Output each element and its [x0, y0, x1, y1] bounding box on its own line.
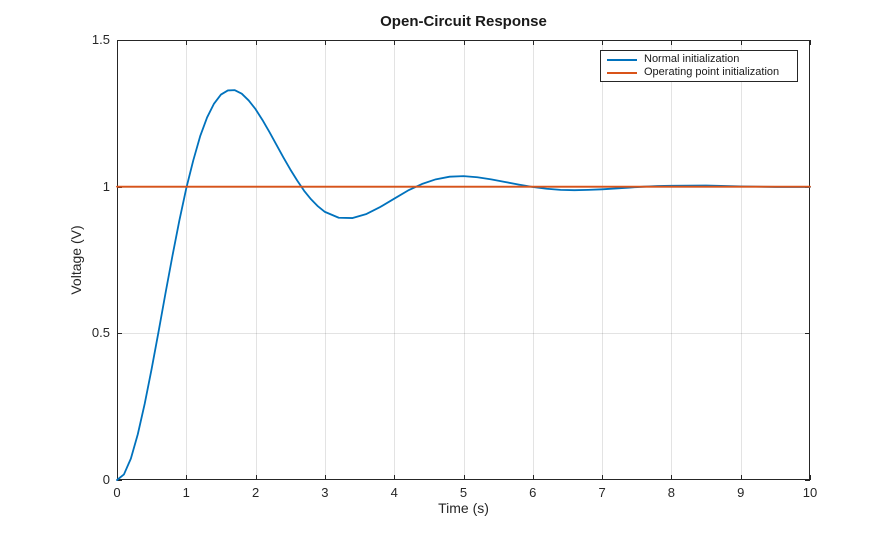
legend-line-sample — [607, 71, 637, 74]
chart-title: Open-Circuit Response — [380, 13, 547, 30]
x-tick-label: 10 — [802, 485, 818, 500]
x-tick-label: 7 — [598, 485, 606, 500]
x-tick-label: 8 — [667, 485, 676, 500]
legend: Normal initialization Operating point ini… — [600, 50, 798, 82]
y-tick-label: 1.5 — [91, 32, 110, 47]
legend-line-sample — [607, 58, 637, 61]
x-tick-label: 4 — [390, 485, 398, 500]
legend-entry-label: Operating point initialization — [644, 66, 780, 78]
y-tick-label: 0 — [102, 472, 110, 487]
x-tick-label: 2 — [251, 485, 260, 500]
y-tick-label: 0.5 — [91, 325, 110, 341]
axes-frame — [117, 40, 810, 480]
x-tick-label: 0 — [113, 485, 121, 500]
x-tick-label: 1 — [182, 485, 190, 500]
y-tick-label: 1 — [102, 178, 110, 194]
y-axis-label: Voltage (V) — [68, 225, 84, 295]
legend-entry: Normal initialization — [607, 53, 791, 66]
x-tick-label: 5 — [459, 485, 468, 500]
series-line-0 — [116, 89, 811, 481]
legend-entry: Operating point initialization — [607, 66, 791, 79]
x-tick-label: 9 — [737, 485, 745, 500]
legend-entry-label: Normal initialization — [644, 53, 740, 65]
x-tick-label: 3 — [321, 485, 329, 500]
x-tick-label: 6 — [529, 485, 537, 500]
x-axis-label: Time (s) — [438, 500, 489, 516]
